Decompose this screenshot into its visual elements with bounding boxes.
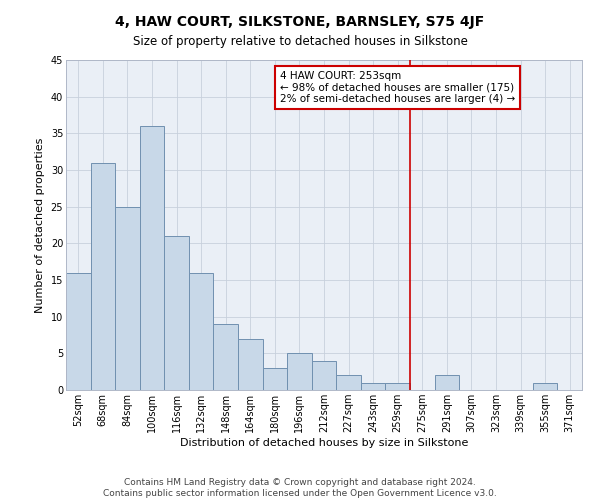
Bar (263, 368, 287, 390)
Bar (238, 338, 263, 390)
Bar (140, 126, 164, 390)
Text: 4 HAW COURT: 253sqm
← 98% of detached houses are smaller (175)
2% of semi-detach: 4 HAW COURT: 253sqm ← 98% of detached ho… (280, 71, 515, 104)
Bar (336, 376, 361, 390)
Bar (434, 376, 459, 390)
Bar (312, 360, 336, 390)
Text: Contains HM Land Registry data © Crown copyright and database right 2024.
Contai: Contains HM Land Registry data © Crown c… (103, 478, 497, 498)
Bar (164, 236, 189, 390)
Text: 4, HAW COURT, SILKSTONE, BARNSLEY, S75 4JF: 4, HAW COURT, SILKSTONE, BARNSLEY, S75 4… (115, 15, 485, 29)
Y-axis label: Number of detached properties: Number of detached properties (35, 138, 45, 312)
Bar (189, 272, 214, 390)
Text: Size of property relative to detached houses in Silkstone: Size of property relative to detached ho… (133, 35, 467, 48)
X-axis label: Distribution of detached houses by size in Silkstone: Distribution of detached houses by size … (180, 438, 468, 448)
Bar (214, 324, 238, 390)
Bar (66, 272, 91, 390)
Bar (385, 382, 410, 390)
Bar (361, 382, 385, 390)
Bar (287, 354, 312, 390)
Bar (115, 206, 140, 390)
Bar (91, 162, 115, 390)
Bar (533, 382, 557, 390)
